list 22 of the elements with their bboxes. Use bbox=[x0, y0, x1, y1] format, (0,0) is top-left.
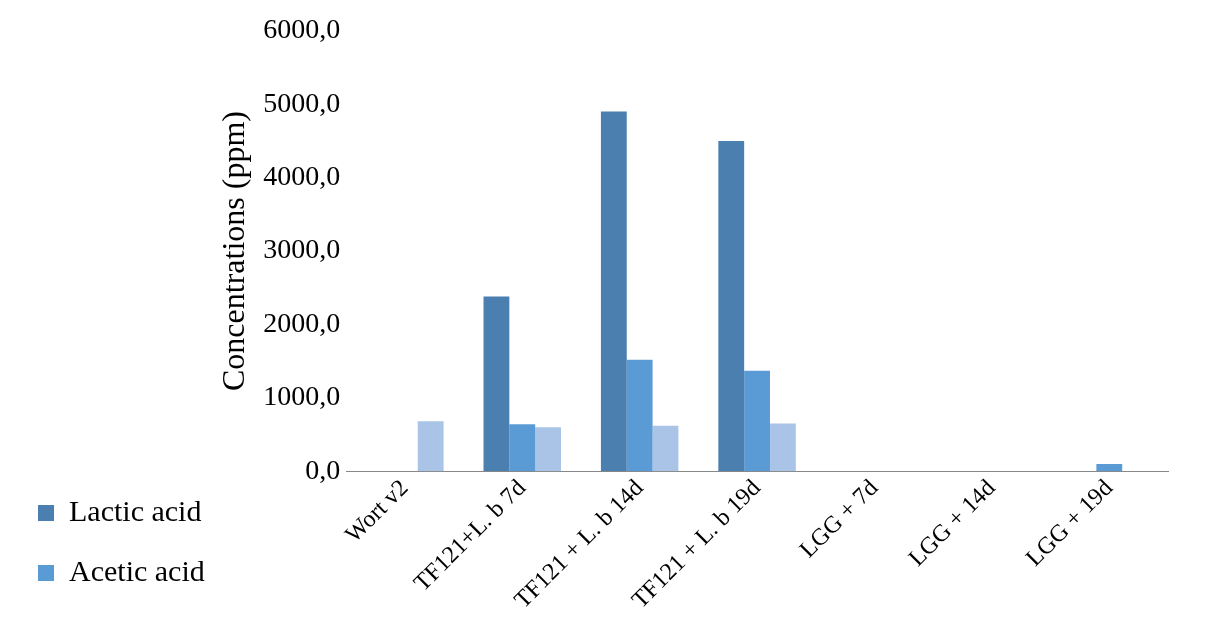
y-axis-title: Concentrations (ppm) bbox=[215, 111, 252, 392]
x-tick-label: Wort v2 bbox=[339, 474, 413, 548]
y-tick-label: 5000,0 bbox=[263, 86, 341, 118]
y-tick-label: 2000,0 bbox=[263, 306, 341, 338]
bar bbox=[652, 425, 679, 472]
y-tick-label: 0,0 bbox=[305, 453, 341, 485]
legend-label: Lactic acid bbox=[69, 493, 202, 527]
bar bbox=[600, 111, 627, 472]
bar bbox=[769, 423, 796, 472]
bar bbox=[626, 359, 653, 472]
y-tick-label: 1000,0 bbox=[263, 380, 341, 412]
bar bbox=[483, 296, 510, 472]
bar bbox=[744, 370, 770, 472]
bar bbox=[535, 427, 561, 472]
bar bbox=[718, 140, 745, 472]
bar bbox=[509, 424, 536, 472]
y-tick-label: 4000,0 bbox=[263, 159, 341, 191]
bar bbox=[417, 421, 444, 472]
legend-label: Acetic acid bbox=[69, 553, 205, 587]
y-tick-label: 6000,0 bbox=[263, 13, 341, 45]
bar bbox=[1096, 463, 1123, 472]
y-tick-label: 3000,0 bbox=[263, 233, 341, 265]
